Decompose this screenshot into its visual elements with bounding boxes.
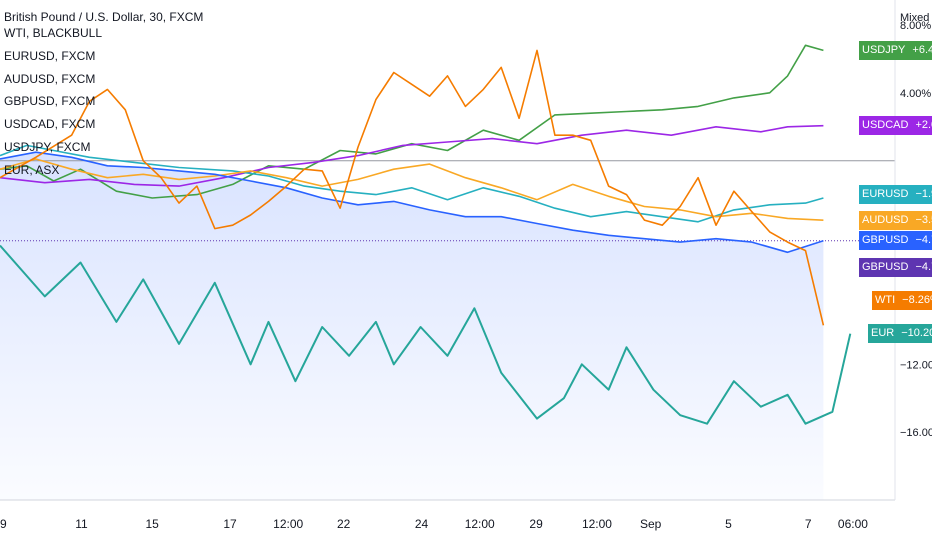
y-tick-label: −16.00%	[900, 427, 932, 439]
x-tick-label: 5	[725, 517, 732, 531]
x-tick-label: 12:00	[582, 517, 612, 531]
x-tick-label: 7	[805, 517, 812, 531]
price-tag-value: +2.06%	[915, 119, 932, 131]
price-tag-value: −8.26%	[902, 294, 932, 306]
price-tag-eurusd: EURUSD −1.97%	[859, 185, 932, 204]
price-tag-symbol: EUR	[871, 327, 895, 339]
price-tag-wti: WTI −8.26%	[872, 291, 932, 310]
series-line-usdjpy	[0, 44, 824, 199]
price-tag-symbol: USDCAD	[862, 119, 909, 131]
x-tick-label: 9	[0, 517, 7, 531]
y-tick-label: 4.00%	[900, 88, 931, 100]
legend-item-usdcad[interactable]: USDCAD, FXCM	[4, 117, 96, 132]
x-tick-label: Sep	[640, 517, 662, 531]
x-tick-label: 29	[529, 517, 543, 531]
price-tag-eur: EUR −10.20%	[868, 324, 932, 343]
x-tick-label: 15	[145, 517, 159, 531]
price-tag-usdcad: USDCAD +2.06%	[859, 116, 932, 135]
price-tag-audusd: AUDUSD −3.51%	[859, 211, 932, 230]
x-tick-label: 17	[223, 517, 237, 531]
legend-item-usdjpy[interactable]: USDJPY, FXCM	[4, 139, 91, 154]
x-tick-label: 11	[75, 517, 88, 531]
series-line-eurusd	[0, 144, 824, 223]
series-line-eur	[0, 244, 852, 425]
legend-item-wti[interactable]: WTI, BLACKBULL	[4, 26, 103, 40]
series-line-wti	[0, 49, 825, 326]
legend-item-audusd[interactable]: AUDUSD, FXCM	[4, 71, 96, 86]
scale-mode-label[interactable]: Mixed	[900, 12, 930, 24]
price-tag-value: −10.20%	[901, 327, 932, 339]
legend-item-gbpusd[interactable]: GBPUSD, FXCM	[4, 94, 96, 109]
price-tag-symbol: GBPUSD	[862, 234, 909, 246]
price-tag-symbol: GBPUSD	[862, 261, 909, 273]
x-tick-label: 12:00	[273, 517, 303, 531]
price-tag-symbol: AUDUSD	[862, 214, 909, 226]
gbpusd-area-fill	[0, 152, 824, 500]
x-tick-label: 22	[337, 517, 351, 531]
price-tag-value: −1.97%	[915, 188, 932, 200]
price-tag-symbol: USDJPY	[862, 44, 906, 56]
series-line-gbpusd	[0, 151, 824, 254]
price-tag-gbpusd: GBPUSD −4.72%	[859, 231, 932, 250]
price-tag-value: −4.72%	[915, 261, 932, 273]
y-tick-label: −12.00%	[900, 359, 932, 371]
y-tick-label: 8.00%	[900, 20, 931, 32]
price-tag-symbol: WTI	[875, 294, 896, 306]
price-tag-usdjpy: USDJPY +6.48%	[859, 41, 932, 60]
price-tag-value: +6.48%	[912, 44, 932, 56]
price-tag-value: −3.51%	[915, 214, 932, 226]
chart-title: British Pound / U.S. Dollar, 30, FXCM	[4, 10, 204, 24]
series-line-usdcad	[0, 124, 824, 187]
x-tick-label: 06:00	[838, 517, 868, 531]
price-tag-symbol: EURUSD	[862, 188, 909, 200]
x-tick-label: 12:00	[465, 517, 495, 531]
legend: British Pound / U.S. Dollar, 30, FXCM WT…	[4, 10, 203, 182]
legend-item-eurusd[interactable]: EURUSD, FXCM	[4, 48, 96, 63]
price-tag-value: −4.72%	[915, 234, 932, 246]
series-line-audusd	[0, 158, 824, 221]
x-tick-label: 24	[415, 517, 429, 531]
legend-item-eur[interactable]: EUR, ASX	[4, 162, 60, 177]
price-tag-gbpusd: GBPUSD −4.72%	[859, 258, 932, 277]
